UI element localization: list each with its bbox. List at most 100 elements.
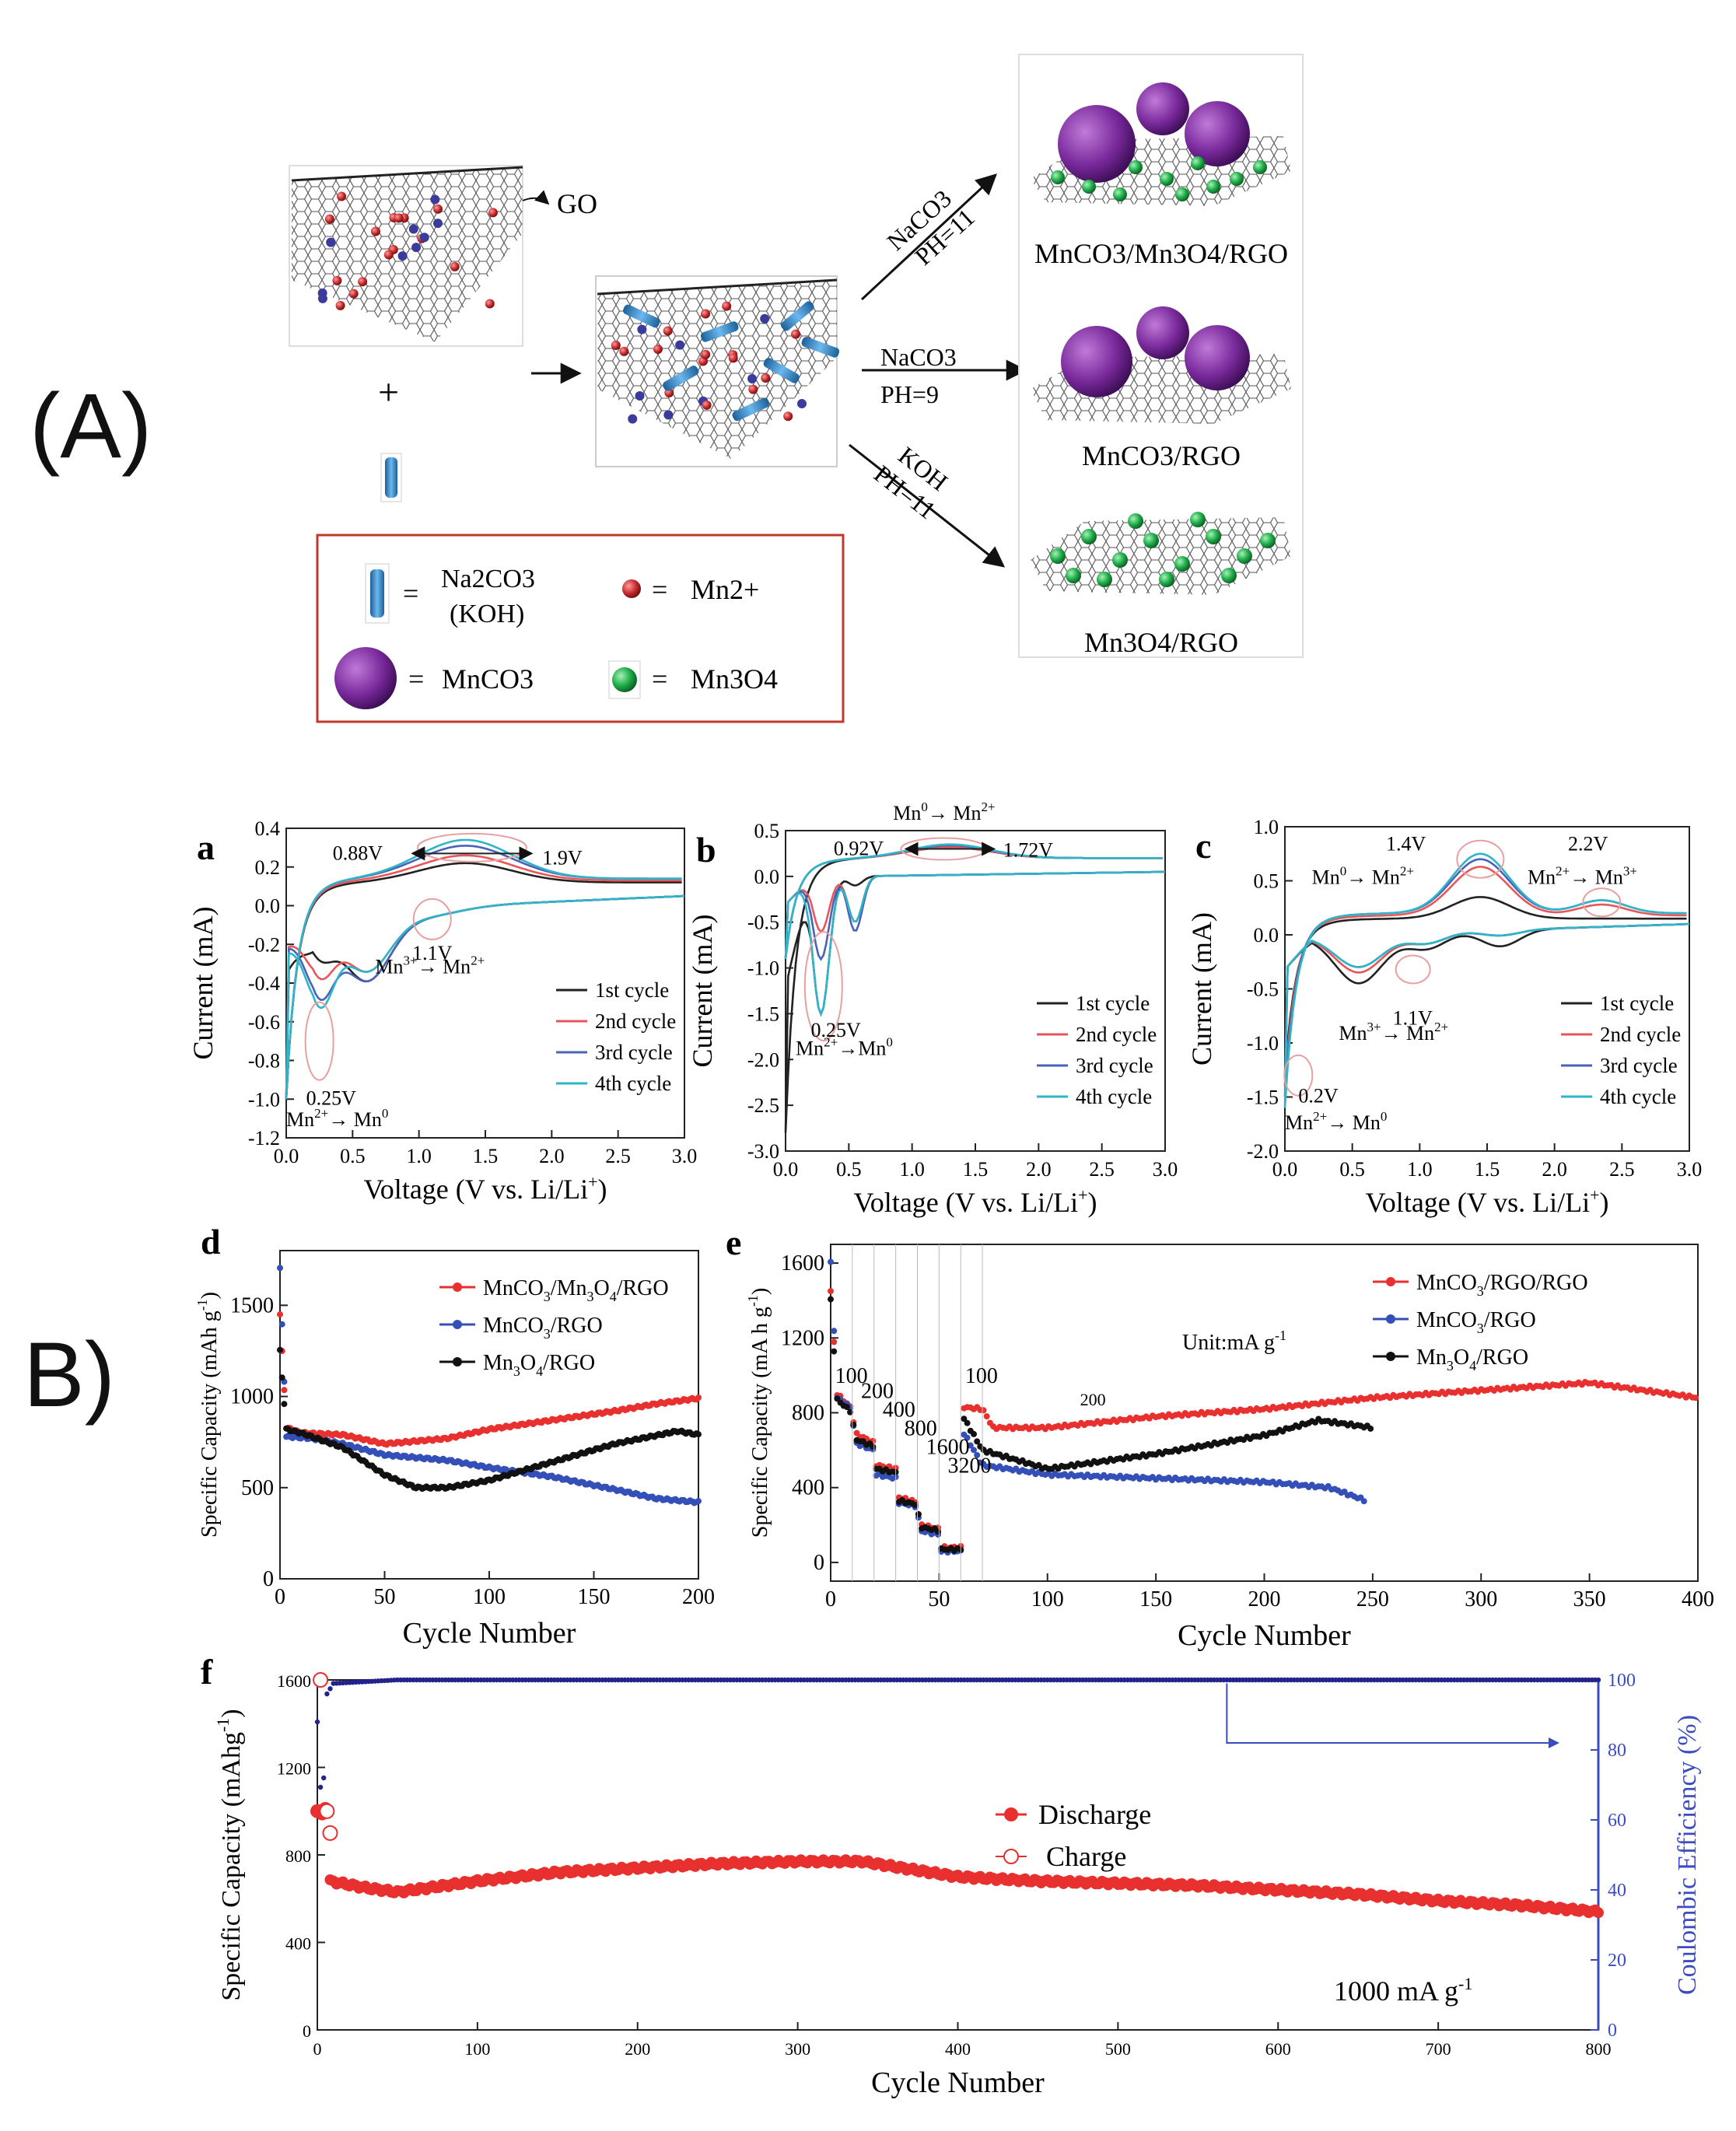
- chart-b-ytick-label: -1.5: [747, 1003, 779, 1025]
- chart-c-red-ellipse-2: [1283, 1054, 1314, 1097]
- chart-f-ytick-label: 400: [285, 1934, 311, 1954]
- synthesis-scheme: GO + NaCO3 PH=11 NaCO3 PH=9 KOH PH=11: [289, 54, 1304, 723]
- chart-f-rate-text: 1000 mA g-1: [1334, 1974, 1472, 2007]
- chart-d-point: [278, 1321, 285, 1328]
- chart-b-legend-item: 4th cycle: [1076, 1085, 1152, 1108]
- chart-e-rate-label: 200: [1080, 1390, 1106, 1409]
- chart-b-ytick-label: -2.5: [747, 1094, 779, 1117]
- chart-c-annot-22: 2.2V: [1568, 833, 1608, 856]
- chart-f-xtick-label: 0: [313, 2039, 322, 2059]
- chart-d-xtick-label: 0: [275, 1585, 285, 1609]
- chart-b-ytick-label: -0.5: [747, 912, 779, 934]
- product-1: MnCO3/Mn3O4/RGO: [1031, 82, 1291, 269]
- mn3o4-particle: [1128, 513, 1143, 529]
- chart-e-point: [847, 1408, 854, 1415]
- mn3o4-particle: [1143, 533, 1159, 548]
- chart-d-series-3: [277, 1346, 702, 1492]
- chart-a-ytick-label: -0.2: [248, 933, 280, 956]
- mn3o4-particle: [1082, 180, 1096, 194]
- chart-b-legend-item: 3rd cycle: [1076, 1054, 1153, 1077]
- chart-e-xlabel: Cycle Number: [1178, 1619, 1351, 1652]
- chart-e-point: [831, 1348, 838, 1355]
- chart-b-series-2: [784, 845, 1165, 959]
- arrow-upper: [860, 173, 997, 301]
- chart-c-legend-item: 2nd cycle: [1600, 1023, 1681, 1046]
- mn-ion-dot: [332, 275, 342, 285]
- mn3o4-particle: [1260, 533, 1276, 548]
- mn-ion-dot: [637, 324, 647, 334]
- chart-a-xtick-label: 1.5: [473, 1145, 499, 1167]
- chart-e-xtick-label: 150: [1139, 1587, 1172, 1611]
- chart-a-legend-item: 4th cycle: [595, 1072, 671, 1095]
- chart-b-xtick-label: 2.5: [1089, 1158, 1115, 1181]
- chart-f-xtick-label: 400: [945, 2039, 971, 2059]
- mn-ion-dot: [411, 243, 422, 253]
- mn3o4-particle: [1051, 170, 1065, 184]
- chart-f-charge-point: [313, 1672, 329, 1688]
- chart-e-point: [964, 1434, 971, 1441]
- chart-a-xtick-label: 0.0: [274, 1145, 299, 1167]
- na2co3-rod: [781, 301, 814, 331]
- chart-c-annot-11: 1.1V: [1393, 1006, 1433, 1029]
- chart-e-point: [843, 1404, 850, 1411]
- legend-mn2-icon: [622, 579, 641, 598]
- chart-f-ylabel: Specific Capacity (mAhg-1): [213, 1709, 246, 2000]
- chart-f-charge-point: [322, 1825, 338, 1841]
- chart-e-point: [828, 1296, 834, 1303]
- chart-c-annot-02: 0.2V: [1298, 1084, 1339, 1107]
- legend-mn3o4-icon: [612, 667, 637, 692]
- chart-e-series-3: [828, 1296, 1374, 1554]
- chart-f-y2tick-label: 60: [1608, 1811, 1626, 1831]
- mn3o4-particle: [1066, 568, 1081, 583]
- chart-f-legend-marker: [1004, 1807, 1018, 1821]
- chart-f-ytick-label: 1200: [277, 1759, 311, 1779]
- chart-e-series-1: [828, 1288, 1699, 1552]
- mn3o4-particle: [1174, 556, 1190, 572]
- chart-b-ytick-label: -3.0: [747, 1140, 779, 1163]
- chart-a-legend-item: 1st cycle: [595, 978, 669, 1002]
- section-label-b: B): [23, 1324, 115, 1426]
- mn3o4-particle: [1237, 548, 1252, 564]
- chart-a-legend-item: 3rd cycle: [595, 1041, 673, 1064]
- chart-c-xtick-label: 2.0: [1542, 1158, 1567, 1181]
- chart-e-ylabel: Specific Capacity (mA h g-1): [745, 1288, 772, 1538]
- chart-a-series-4: [285, 838, 685, 1100]
- chart-e-ytick-label: 1200: [781, 1326, 824, 1350]
- chart-d-legend-item: MnCO3/Mn3O4/RGO: [483, 1276, 669, 1304]
- chart-b-ytick-label: 0.0: [754, 866, 780, 888]
- chart-f-ytick-label: 800: [285, 1846, 311, 1866]
- chart-f-y2tick-label: 40: [1608, 1881, 1626, 1901]
- section-label-a: (A): [30, 375, 152, 478]
- chart-c-ytick-label: -1.0: [1247, 1032, 1279, 1055]
- chart-e-xtick-label: 200: [1248, 1587, 1281, 1611]
- chart-b-ytick-label: -1.0: [747, 957, 779, 980]
- na2co3-rod: [763, 358, 800, 383]
- mn3o4-particle: [1190, 512, 1206, 527]
- chart-a-xtick-label: 3.0: [672, 1145, 698, 1167]
- chart-d-point: [278, 1374, 285, 1381]
- chart-a-xtick-label: 2.5: [605, 1145, 631, 1167]
- mn-ion-dot: [488, 208, 498, 218]
- mn-ion-dot: [635, 390, 645, 401]
- chart-b-xtick-label: 0.5: [836, 1158, 862, 1181]
- na2co3-rod: [623, 304, 660, 328]
- chart-d: 0 50 100 150 200 0 500 1000 1500 d Cycle Number Spe…: [194, 1222, 715, 1650]
- chart-f-panel-label: f: [201, 1652, 213, 1692]
- chart-e-point: [974, 1452, 981, 1458]
- na2co3-rod: [700, 321, 739, 342]
- chart-f-xtick-label: 100: [464, 2039, 490, 2059]
- chart-e-panel-label: e: [726, 1223, 741, 1262]
- chart-f-ce-point: [317, 1784, 324, 1790]
- chart-f-legend-marker: [1003, 1849, 1019, 1864]
- chart-f-point: [1593, 1907, 1604, 1919]
- go-sheet: [289, 165, 523, 347]
- chart-e-rate-label: 1600: [926, 1435, 970, 1459]
- chart-a-ytick-label: -0.4: [248, 972, 280, 995]
- mn-ion-dot: [663, 410, 674, 420]
- chart-f-xtick-label: 500: [1105, 2039, 1131, 2059]
- chart-d-ylabel: Specific Capacity (mAh g-1): [194, 1292, 222, 1538]
- chart-b-xtick-label: 1.0: [899, 1158, 925, 1181]
- chart-c-ytick-label: 0.5: [1254, 870, 1279, 893]
- chart-e-point: [828, 1258, 834, 1265]
